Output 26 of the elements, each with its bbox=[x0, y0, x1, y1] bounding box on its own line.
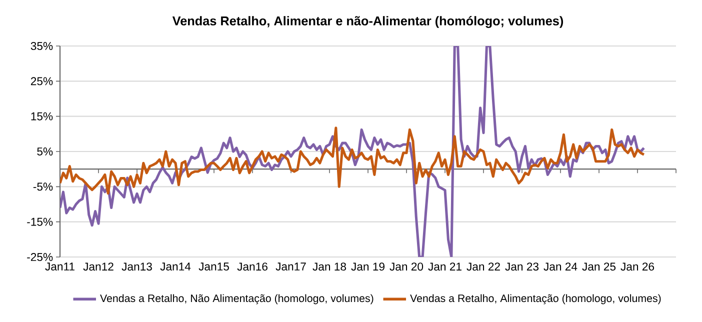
y-tick-label: -5% bbox=[33, 182, 53, 191]
x-tick-label: Jan 18 bbox=[312, 262, 346, 271]
x-tick-label: Jan15 bbox=[198, 262, 229, 271]
x-tick-label: Jan 22 bbox=[466, 262, 500, 271]
y-tick-label: 15% bbox=[31, 112, 53, 120]
y-tick-label: 35% bbox=[30, 42, 53, 50]
y-tick-label: -25% bbox=[27, 252, 53, 262]
chart-title: Vendas Retalho, Alimentar e não-Alimentar (homólogo; volumes) bbox=[172, 16, 564, 28]
x-tick-label: Jan13 bbox=[122, 262, 152, 271]
y-tick-label: -15% bbox=[27, 218, 53, 226]
x-tick-label: Jan14 bbox=[160, 262, 191, 271]
x-tick-label: Jan 25 bbox=[582, 262, 616, 271]
legend-label: Vendas a Retalho, Não Alimentação (homologo, volumes) bbox=[100, 294, 374, 304]
x-tick-label: Jan17 bbox=[276, 262, 306, 271]
y-tick-label: 25% bbox=[30, 77, 53, 86]
x-tick-label: Jan 24 bbox=[544, 262, 578, 271]
x-tick-label: Jan16 bbox=[237, 262, 268, 271]
legend-label: Vendas a Retalho, Alimentação (homologo, volumes) bbox=[410, 294, 661, 304]
x-tick-label: Jan 26 bbox=[620, 262, 654, 271]
y-tick-label: 5% bbox=[37, 148, 53, 156]
x-tick-label: Jan11 bbox=[45, 262, 74, 271]
x-tick-label: Jan 23 bbox=[505, 262, 539, 271]
x-tick-label: Jan12 bbox=[83, 262, 114, 271]
x-tick-label: Jan 19 bbox=[351, 262, 384, 271]
x-tick-label: Jan 20 bbox=[390, 262, 424, 271]
x-tick-label: Jan 21 bbox=[428, 262, 462, 271]
